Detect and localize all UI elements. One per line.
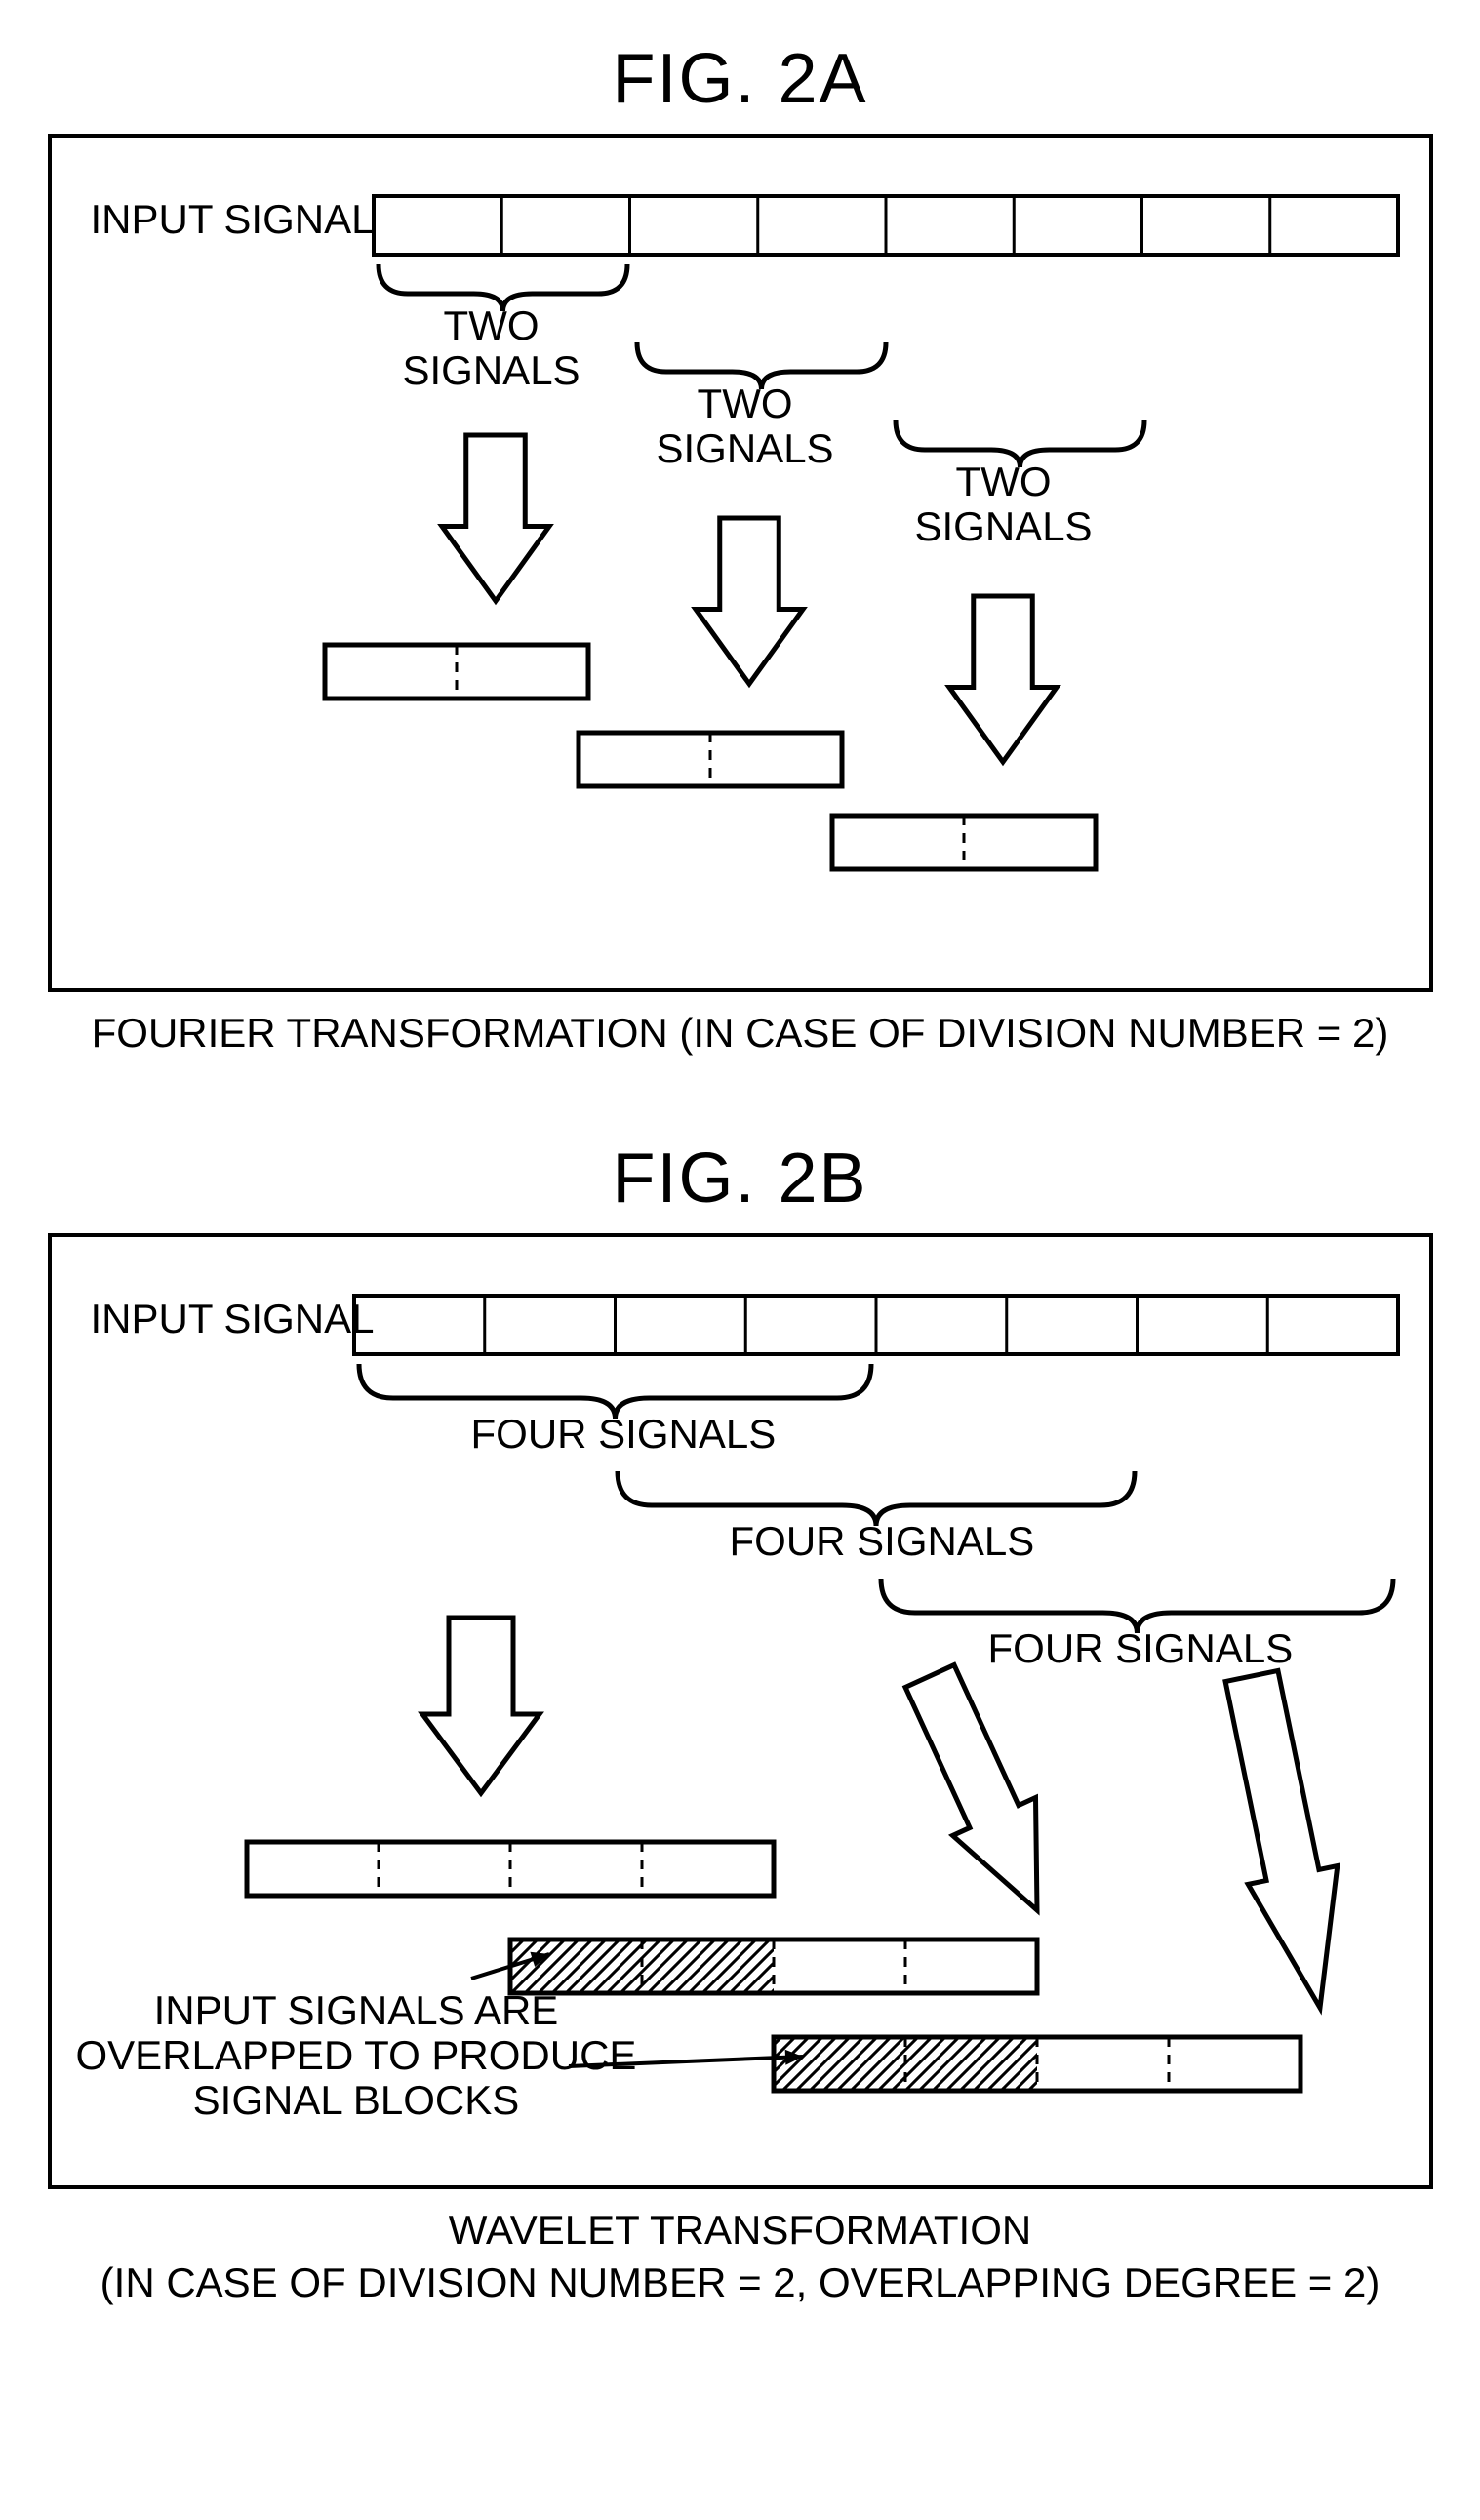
four-signals-label-1: FOUR SIGNALS (471, 1411, 777, 1458)
two-signals-label-3: TWO SIGNALS (915, 460, 1093, 549)
four-signals-label-3: FOUR SIGNALS (988, 1625, 1294, 1672)
fig-b-caption-line1: WAVELET TRANSFORMATION (449, 2207, 1031, 2253)
fig-b-caption-line2: (IN CASE OF DIVISION NUMBER = 2, OVERLAP… (100, 2260, 1380, 2305)
input-signal-label-a: INPUT SIGNAL (91, 196, 375, 243)
fig-b-title: FIG. 2B (20, 1139, 1460, 1219)
two-signals-label-2: TWO SIGNALS (657, 381, 834, 471)
fig-a-svg (52, 138, 1437, 996)
fig-a-panel: INPUT SIGNAL TWO SIGNALS TWO SIGNALS TWO… (48, 134, 1433, 992)
input-signal-label-b: INPUT SIGNAL (91, 1296, 375, 1342)
fig-b-panel: INPUT SIGNAL FOUR SIGNALS FOUR SIGNALS F… (48, 1233, 1433, 2189)
fig-b-caption: WAVELET TRANSFORMATION (IN CASE OF DIVIS… (20, 2204, 1460, 2310)
two-signals-label-1: TWO SIGNALS (403, 303, 580, 393)
overlap-label: INPUT SIGNALS ARE OVERLAPPED TO PRODUCE … (76, 1988, 637, 2124)
fig-a-caption: FOURIER TRANSFORMATION (IN CASE OF DIVIS… (20, 1007, 1460, 1060)
four-signals-label-2: FOUR SIGNALS (730, 1518, 1035, 1565)
fig-a-title: FIG. 2A (20, 39, 1460, 119)
